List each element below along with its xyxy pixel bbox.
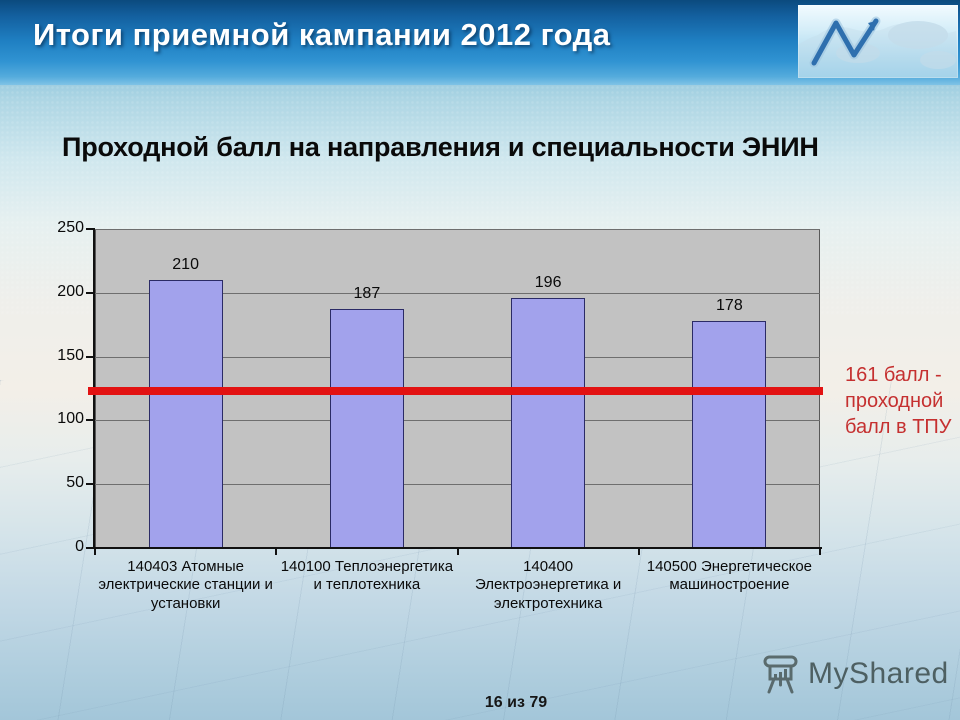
world-chart-icon <box>798 16 958 78</box>
y-axis-tick <box>86 483 94 486</box>
myshared-watermark: MyShared <box>762 652 949 696</box>
gridline <box>95 484 820 486</box>
y-axis-label: 200 <box>57 282 84 300</box>
x-axis-tick <box>819 548 821 555</box>
bar <box>511 297 586 548</box>
bar <box>692 320 767 548</box>
y-axis-tick <box>86 419 94 422</box>
bar-value-label: 210 <box>172 256 199 274</box>
flipchart-icon <box>763 655 798 694</box>
x-axis-tick <box>275 548 278 555</box>
gridline <box>95 229 820 230</box>
threshold-label: 161 балл - проходной балл в ТПУ <box>845 364 952 438</box>
x-axis-tick <box>456 548 459 555</box>
myshared-brand-text: MyShared <box>808 657 949 690</box>
bar-value-label: 187 <box>353 285 381 303</box>
y-axis-label: 100 <box>57 410 84 428</box>
y-axis-label: 0 <box>75 538 84 555</box>
y-axis-tick <box>86 228 94 230</box>
gridline <box>95 356 820 358</box>
x-axis-line <box>93 547 822 549</box>
x-axis-label: 140403 Атомные электрические станции и у… <box>98 558 273 612</box>
slide-header: Итоги приемной кампании 2012 года <box>0 0 960 85</box>
x-axis-label: 140500 Энергетическое машиностроение <box>646 558 813 594</box>
x-axis-tick <box>637 548 640 555</box>
x-axis-label: 140100 Теплоэнергетика и теплотехника <box>280 558 454 594</box>
bar <box>148 280 223 548</box>
bar <box>329 309 404 548</box>
y-axis-label: 50 <box>66 474 84 492</box>
threshold-line <box>88 387 823 396</box>
y-axis-label: 150 <box>57 346 84 364</box>
x-axis-tick <box>94 548 96 555</box>
y-axis-tick <box>86 355 94 358</box>
page-indicator: 16 из 79 <box>484 694 548 711</box>
gridline <box>95 420 820 422</box>
y-axis-label: 250 <box>57 219 84 236</box>
y-axis-tick <box>86 291 94 294</box>
y-axis-tick <box>86 547 94 549</box>
gridline <box>95 292 820 294</box>
x-axis-label: 140400 Электроэнергетика и электротехник… <box>474 558 622 612</box>
header-decoration <box>798 5 958 78</box>
bar-value-label: 178 <box>716 296 743 314</box>
slide-header-title: Итоги приемной кампании 2012 года <box>33 17 611 52</box>
bar-value-label: 196 <box>534 273 562 291</box>
page-title: Проходной балл на направления и специаль… <box>62 132 819 162</box>
